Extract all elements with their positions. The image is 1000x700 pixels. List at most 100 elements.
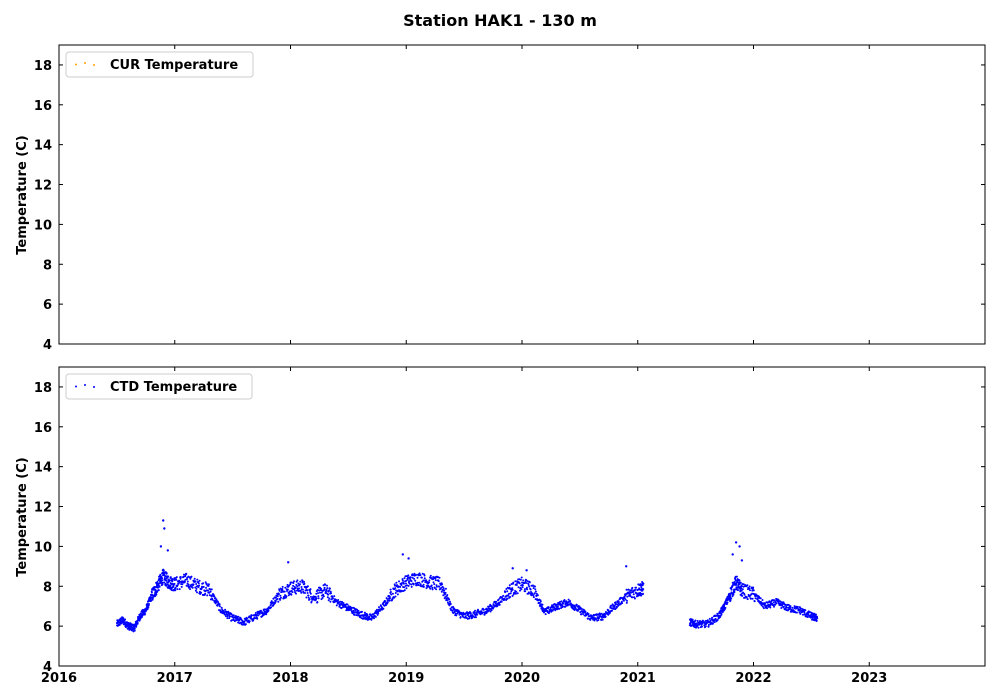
data-point — [152, 588, 155, 591]
x-tick-label: 2017 — [157, 671, 193, 686]
data-point — [454, 612, 457, 615]
data-point — [256, 617, 259, 620]
data-point — [156, 590, 159, 593]
data-point — [382, 607, 385, 610]
data-point — [528, 585, 531, 588]
data-point — [506, 590, 509, 593]
data-point — [300, 586, 303, 588]
data-point — [194, 589, 197, 592]
data-point — [328, 589, 330, 592]
data-point — [232, 619, 235, 621]
data-point — [207, 584, 210, 587]
data-point — [707, 625, 710, 628]
data-point-outlier — [511, 567, 514, 570]
data-point — [526, 588, 529, 591]
data-point — [474, 609, 477, 612]
data-point — [406, 578, 409, 581]
data-point — [731, 581, 734, 584]
data-point — [327, 593, 330, 596]
x-tick-label: 2022 — [735, 671, 771, 686]
data-point — [475, 616, 477, 619]
data-point — [386, 601, 389, 604]
data-point — [503, 597, 506, 600]
data-point-outlier — [740, 559, 744, 562]
data-point — [527, 591, 530, 594]
data-point — [391, 592, 394, 595]
y-tick-label: 8 — [43, 580, 52, 595]
data-point — [466, 611, 468, 614]
data-point — [397, 585, 400, 588]
data-point — [407, 584, 410, 587]
data-point — [280, 591, 283, 594]
data-point — [302, 591, 305, 594]
data-point — [459, 616, 462, 618]
data-point — [617, 601, 620, 604]
data-point — [641, 584, 644, 587]
data-point — [740, 585, 743, 587]
data-point — [146, 608, 149, 611]
data-point — [254, 612, 257, 614]
data-point — [395, 581, 398, 584]
data-point — [416, 573, 418, 576]
data-point — [509, 596, 512, 598]
data-point — [784, 603, 787, 606]
data-point — [292, 584, 295, 587]
data-point — [330, 592, 332, 595]
data-point — [276, 598, 279, 600]
data-point — [140, 616, 143, 619]
y-tick-label: 4 — [43, 338, 52, 353]
bottom-legend-marker-dot — [84, 384, 86, 386]
data-point — [193, 577, 196, 580]
data-point — [161, 579, 164, 582]
data-point — [179, 576, 182, 578]
data-point — [631, 586, 634, 589]
data-point — [642, 588, 645, 591]
data-point — [316, 601, 319, 603]
data-point — [278, 589, 281, 592]
data-point — [363, 611, 366, 614]
data-point — [156, 581, 159, 583]
data-point — [151, 598, 154, 601]
data-point — [782, 601, 785, 604]
y-tick-label: 6 — [43, 298, 52, 313]
data-point — [278, 588, 281, 591]
top-panel-plot-area: 4 6 8 10 12 14 16 18 — [34, 44, 986, 353]
data-point — [167, 575, 170, 578]
data-point — [322, 595, 325, 598]
data-point — [563, 599, 566, 601]
data-point — [444, 596, 447, 598]
figure-title: Station HAK1 - 130 m — [403, 11, 597, 30]
data-point — [741, 594, 744, 597]
data-point — [773, 605, 775, 608]
data-point — [630, 591, 633, 594]
data-point — [296, 585, 299, 588]
data-point — [405, 587, 408, 590]
data-point — [265, 613, 268, 616]
data-point — [517, 586, 520, 589]
bottom-panel-y-axis-label: Temperature (C) — [15, 457, 30, 576]
data-point — [761, 599, 764, 601]
data-point — [730, 588, 733, 591]
data-point — [440, 590, 443, 593]
data-point — [482, 608, 485, 611]
data-point — [640, 594, 643, 597]
data-point — [806, 616, 809, 618]
data-point — [195, 583, 198, 585]
data-point — [709, 619, 712, 622]
data-point — [418, 581, 421, 584]
data-point — [165, 579, 168, 582]
data-point — [532, 594, 535, 597]
data-point — [228, 613, 231, 616]
data-point — [270, 600, 273, 603]
data-point — [189, 588, 192, 591]
data-point — [194, 580, 197, 583]
data-point — [207, 589, 209, 592]
y-tick-label: 14 — [34, 461, 52, 476]
data-point — [490, 609, 493, 612]
data-point — [509, 592, 512, 595]
data-point — [535, 592, 538, 595]
data-point — [218, 603, 221, 606]
bottom-legend-label: CTD Temperature — [110, 380, 237, 395]
data-point — [791, 606, 794, 609]
